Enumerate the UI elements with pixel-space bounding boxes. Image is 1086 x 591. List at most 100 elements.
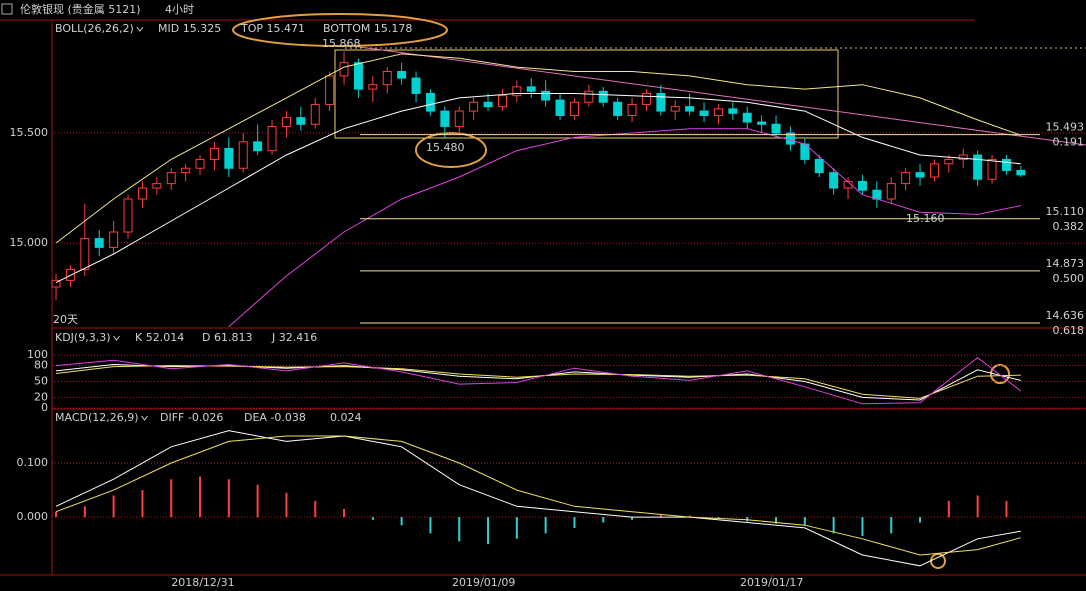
candle-body bbox=[901, 172, 911, 185]
y-tick-label: 20 bbox=[34, 390, 48, 403]
candle-body bbox=[80, 238, 90, 270]
candle-body bbox=[123, 198, 133, 233]
legend-label: D 61.813 bbox=[202, 331, 252, 344]
candle-body bbox=[785, 132, 795, 145]
candle-body bbox=[814, 158, 824, 174]
candle-body bbox=[915, 172, 925, 178]
candle-body bbox=[497, 95, 507, 108]
candle-body bbox=[253, 141, 263, 152]
candle-body bbox=[757, 121, 767, 125]
level-ratio: 0.618 bbox=[1053, 324, 1085, 337]
indicator-line bbox=[55, 435, 1021, 556]
y-tick-label: 50 bbox=[34, 374, 48, 387]
highlight-circle bbox=[232, 13, 448, 47]
highlight-circle bbox=[930, 553, 946, 569]
indicator-line bbox=[55, 365, 1021, 399]
candle-body bbox=[512, 86, 522, 97]
candle-body bbox=[742, 112, 752, 123]
candle-body bbox=[886, 183, 896, 200]
candle-body bbox=[238, 141, 248, 169]
candle-body bbox=[699, 110, 709, 116]
legend-label: 0.024 bbox=[330, 411, 362, 424]
indicator-line bbox=[55, 430, 1021, 567]
legend-label: J 32.416 bbox=[271, 331, 317, 344]
y-tick-label: 15.000 bbox=[10, 236, 49, 249]
candle-body bbox=[51, 279, 61, 288]
level-ratio: 0.500 bbox=[1053, 272, 1085, 285]
dropdown[interactable] bbox=[136, 26, 144, 32]
candle-body bbox=[728, 108, 738, 114]
candle-body bbox=[440, 110, 450, 127]
candle-body bbox=[987, 158, 997, 180]
candle-body bbox=[1001, 158, 1011, 171]
candle-body bbox=[339, 62, 349, 77]
candle-body bbox=[656, 92, 666, 112]
candle-body bbox=[598, 90, 608, 103]
trend-line bbox=[344, 44, 1086, 146]
level-ratio: 0.382 bbox=[1053, 220, 1085, 233]
candle-body bbox=[382, 70, 392, 86]
indicator-line bbox=[55, 93, 1021, 284]
level-price: 15.493 bbox=[1046, 121, 1085, 134]
y-tick-label: 15.500 bbox=[10, 126, 49, 139]
annotation: 15.160 bbox=[906, 212, 945, 225]
annotation: 15.868 bbox=[322, 37, 361, 50]
indicator-title: MACD(12,26,9) bbox=[55, 411, 139, 424]
candle-body bbox=[368, 84, 378, 90]
candle-body bbox=[526, 86, 536, 92]
candle-body bbox=[973, 154, 983, 180]
dropdown[interactable] bbox=[141, 415, 148, 421]
annotation: 15.480 bbox=[426, 141, 465, 154]
candle-body bbox=[829, 172, 839, 189]
legend-label: DEA -0.038 bbox=[244, 411, 306, 424]
candle-body bbox=[555, 99, 565, 116]
indicator-line bbox=[55, 356, 1022, 405]
x-tick-label: 2019/01/17 bbox=[740, 576, 803, 589]
range-box bbox=[334, 49, 839, 139]
candle-body bbox=[685, 106, 695, 112]
y-tick-label: 80 bbox=[34, 359, 48, 372]
candle-body bbox=[483, 101, 493, 108]
level-price: 14.873 bbox=[1046, 257, 1085, 270]
candle-body bbox=[541, 90, 551, 101]
candle-body bbox=[397, 70, 407, 79]
legend-label: DIFF -0.026 bbox=[160, 411, 223, 424]
candle-body bbox=[224, 147, 234, 169]
candle-body bbox=[670, 106, 680, 112]
menu-icon[interactable] bbox=[1, 3, 13, 15]
candle-body bbox=[584, 90, 594, 103]
level-ratio: 0.191 bbox=[1053, 136, 1085, 149]
candle-body bbox=[281, 117, 291, 127]
period[interactable]: 4小时 bbox=[165, 3, 194, 16]
candle-body bbox=[958, 154, 968, 160]
y-tick-label: 0 bbox=[41, 401, 48, 414]
candle-body bbox=[195, 158, 205, 169]
candle-body bbox=[713, 108, 723, 116]
candle-body bbox=[209, 147, 219, 160]
candle-body bbox=[425, 92, 435, 112]
candle-body bbox=[857, 180, 867, 191]
candle-body bbox=[267, 125, 277, 152]
candle-body bbox=[569, 101, 579, 116]
candle-body bbox=[109, 231, 119, 248]
indicator-line bbox=[228, 128, 1021, 327]
candle-body bbox=[1016, 169, 1026, 176]
candle-body bbox=[469, 101, 479, 112]
x-tick-label: 2018/12/31 bbox=[171, 576, 234, 589]
candle-body bbox=[325, 75, 335, 105]
legend-label: K 52.014 bbox=[135, 331, 184, 344]
dropdown[interactable] bbox=[113, 335, 120, 341]
symbol: 伦敦银现 (贵金属 5121) bbox=[20, 2, 141, 16]
candle-body bbox=[454, 110, 464, 127]
candle-body bbox=[94, 238, 104, 248]
candle-body bbox=[137, 187, 147, 200]
legend-label: MID 15.325 bbox=[158, 22, 221, 35]
level-price: 15.110 bbox=[1046, 205, 1085, 218]
candle-body bbox=[641, 92, 651, 105]
candle-body bbox=[627, 103, 637, 116]
candle-body bbox=[771, 123, 781, 134]
legend-label: TOP 15.471 bbox=[240, 22, 305, 35]
candle-body bbox=[613, 101, 623, 116]
indicator-title: KDJ(9,3,3) bbox=[55, 331, 111, 344]
